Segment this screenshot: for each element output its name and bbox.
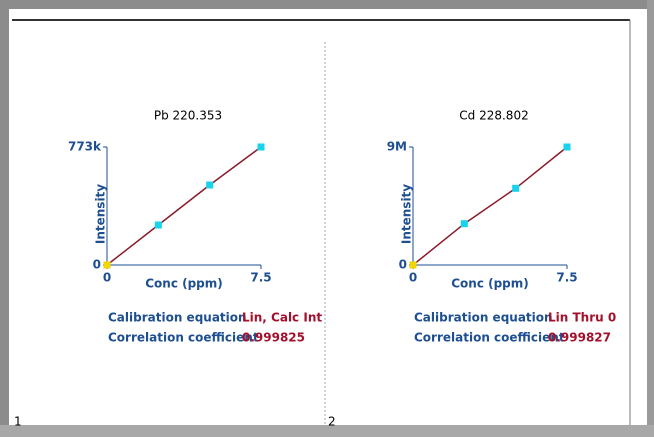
- y-axis-label: Intensity: [400, 184, 414, 244]
- x-tick-label: 7.5: [250, 271, 271, 285]
- data-point: [103, 261, 111, 269]
- y-tick-label: 773k: [68, 140, 102, 154]
- y-tick-label: 9M: [387, 140, 407, 154]
- annotation-value: Lin Thru 0: [548, 311, 616, 325]
- y-tick-label: 0: [93, 258, 101, 272]
- annotation-label: Correlation coefficient: [108, 331, 259, 345]
- annotation-label: Calibration equation: [414, 311, 553, 325]
- annotation-value: 0.999827: [548, 331, 611, 345]
- data-point: [409, 261, 417, 269]
- annotation-value: 0.999825: [242, 331, 305, 345]
- x-axis-label: Conc (ppm): [145, 277, 223, 291]
- chart-title: Cd 228.802: [459, 109, 528, 123]
- left-frame: [0, 0, 9, 437]
- page-number: 1: [14, 415, 22, 429]
- data-point: [512, 184, 520, 192]
- annotation-label: Correlation coefficient: [414, 331, 565, 345]
- calibration-line: [106, 146, 262, 266]
- data-point: [257, 143, 265, 151]
- data-point: [154, 221, 162, 229]
- y-tick-label: 0: [399, 258, 407, 272]
- data-point: [206, 181, 214, 189]
- chart-title: Pb 220.353: [154, 109, 222, 123]
- data-point: [563, 143, 571, 151]
- x-tick-label: 0: [103, 271, 111, 285]
- x-tick-label: 0: [409, 271, 417, 285]
- top-frame: [0, 0, 654, 9]
- y-axis-label: Intensity: [94, 184, 108, 244]
- calibration-line: [412, 146, 568, 266]
- x-tick-label: 7.5: [556, 271, 577, 285]
- right-frame: [647, 0, 654, 437]
- x-axis-label: Conc (ppm): [451, 277, 529, 291]
- annotation-value: Lin, Calc Int: [242, 311, 322, 325]
- page-number: 2: [328, 415, 336, 429]
- data-point: [460, 220, 468, 228]
- annotation-label: Calibration equation: [108, 311, 247, 325]
- bottom-frame: [0, 425, 654, 437]
